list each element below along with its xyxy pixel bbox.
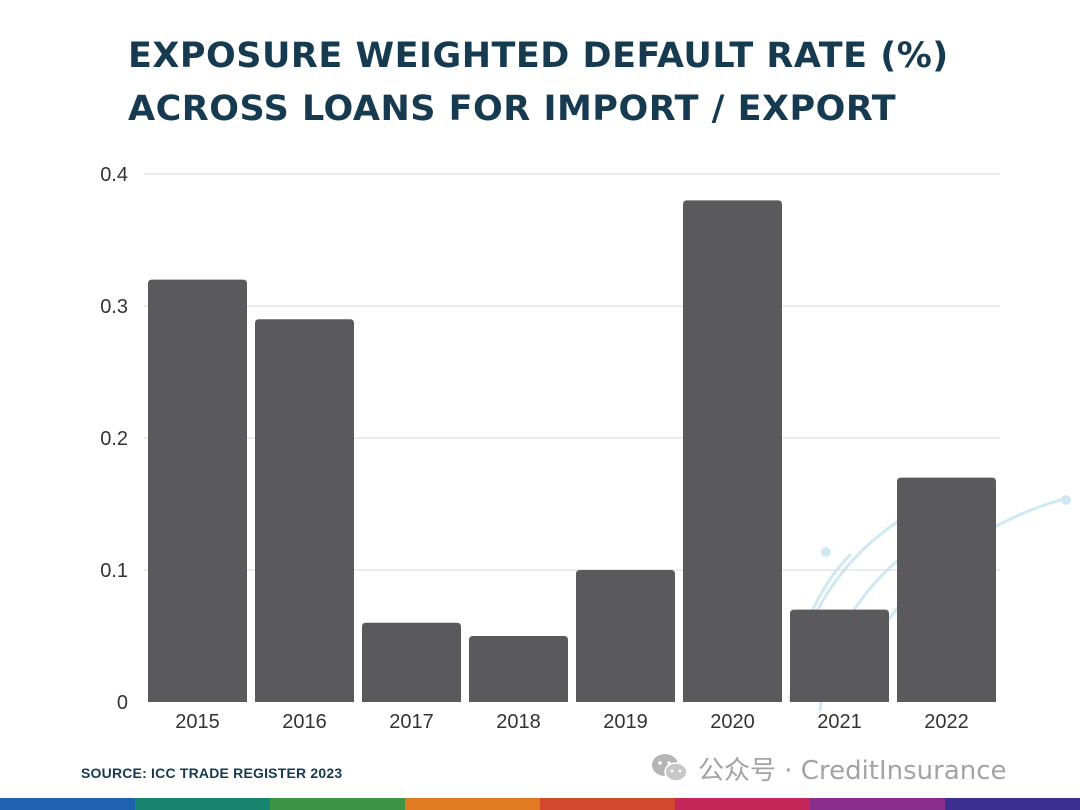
y-tick-label: 0.2 bbox=[100, 428, 128, 450]
x-tick-label: 2021 bbox=[817, 711, 862, 733]
x-tick-label: 2018 bbox=[496, 711, 541, 733]
stripe-segment bbox=[135, 798, 270, 810]
stripe-segment bbox=[405, 798, 540, 810]
bar-2018 bbox=[469, 636, 568, 702]
source-note: SOURCE: ICC TRADE REGISTER 2023 bbox=[81, 765, 343, 781]
bar-2022 bbox=[897, 477, 996, 702]
y-tick-label: 0.1 bbox=[100, 560, 128, 582]
x-tick-label: 2016 bbox=[282, 711, 327, 733]
bar-2020 bbox=[683, 200, 782, 702]
watermark-text: 公众号 · CreditInsurance bbox=[698, 755, 1007, 786]
bar-2015 bbox=[148, 279, 247, 702]
x-axis-ticks: 2015 2016 2017 2018 2019 2020 2021 2022 bbox=[175, 711, 969, 733]
stripe-segment bbox=[675, 798, 810, 810]
bar-2021 bbox=[790, 609, 889, 702]
chart-title-line-2: ACROSS LOANS FOR IMPORT / EXPORT bbox=[128, 89, 897, 129]
chart-title: EXPOSURE WEIGHTED DEFAULT RATE (%) ACROS… bbox=[128, 30, 1028, 136]
swoosh-dot bbox=[821, 547, 831, 557]
x-tick-label: 2015 bbox=[175, 711, 220, 733]
y-tick-label: 0.4 bbox=[100, 164, 128, 186]
bar-2016 bbox=[255, 319, 354, 702]
y-tick-label: 0 bbox=[117, 692, 128, 714]
watermark: 公众号 · CreditInsurance bbox=[650, 750, 1007, 786]
x-tick-label: 2019 bbox=[603, 711, 648, 733]
bar-2019 bbox=[576, 570, 675, 702]
x-tick-label: 2017 bbox=[389, 711, 434, 733]
y-tick-label: 0.3 bbox=[100, 296, 128, 318]
chart-title-line-1: EXPOSURE WEIGHTED DEFAULT RATE (%) bbox=[128, 36, 949, 76]
wechat-icon bbox=[652, 754, 688, 782]
y-axis-ticks: 0 0.1 0.2 0.3 0.4 bbox=[100, 164, 128, 714]
bar-2017 bbox=[362, 622, 461, 702]
bars bbox=[148, 200, 996, 702]
color-stripe-footer bbox=[0, 798, 1080, 810]
swoosh-dot bbox=[1061, 495, 1071, 505]
stripe-segment bbox=[540, 798, 675, 810]
stripe-segment bbox=[0, 798, 135, 810]
stripe-segment bbox=[810, 798, 945, 810]
stripe-segment bbox=[945, 798, 1080, 810]
bar-chart: 00.10.20.30.4 2015 2016 2017 2018 2019 2020 20… bbox=[100, 164, 1071, 733]
stripe-segment bbox=[270, 798, 405, 810]
x-tick-label: 2020 bbox=[710, 711, 755, 733]
x-tick-label: 2022 bbox=[924, 711, 969, 733]
